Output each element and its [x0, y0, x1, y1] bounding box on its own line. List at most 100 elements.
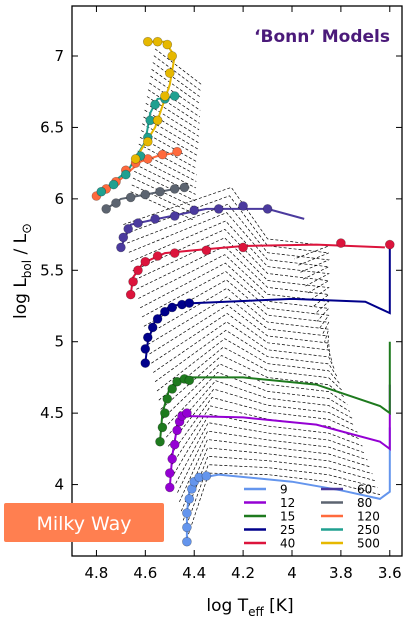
y-axis-title-main: log L — [11, 278, 31, 319]
legend-label-9: 9 — [280, 483, 288, 497]
legend-label-120: 120 — [357, 510, 380, 524]
point-60-0 — [116, 242, 126, 253]
legend-label-15: 15 — [280, 510, 295, 524]
y-tick-label-2: 5 — [54, 333, 64, 351]
point-80-2 — [125, 192, 136, 203]
chart-title: ‘Bonn’ Models — [254, 27, 390, 47]
point-40-9 — [384, 239, 395, 250]
model-track-15 — [158, 346, 343, 401]
svg-text:log Lbol / L⊙: log Lbol / L⊙ — [11, 223, 35, 319]
track-40 — [129, 243, 385, 295]
x-tick-label-3: 4.2 — [231, 564, 255, 582]
model-track-27 — [136, 245, 330, 308]
model-track-22 — [145, 287, 330, 343]
x-axis-title-main: log T — [206, 596, 248, 616]
legend-label-25: 25 — [280, 523, 295, 537]
track-15 — [159, 341, 391, 442]
y-axis-title-sub: bol — [20, 260, 34, 278]
point-25-3 — [147, 322, 158, 333]
point-25-5 — [160, 306, 170, 317]
point-40-2 — [133, 265, 143, 276]
point-12-7 — [182, 408, 192, 418]
model-track-13 — [162, 363, 348, 419]
point-500-4 — [165, 68, 175, 78]
point-250-8 — [169, 91, 180, 101]
model-track-26 — [138, 254, 330, 315]
point-9-7 — [201, 471, 212, 481]
upper-track-15 — [147, 89, 200, 124]
x-axis-title-sub: eff — [248, 605, 264, 618]
point-120-6 — [157, 149, 168, 160]
legend-label-40: 40 — [280, 537, 295, 551]
point-500-5 — [167, 51, 177, 61]
legend-label-500: 500 — [357, 537, 380, 551]
point-500-2 — [152, 115, 163, 126]
point-60-9 — [262, 204, 273, 214]
model-track-12 — [164, 371, 350, 429]
y-axis-title-tail: / L — [11, 233, 31, 260]
y-axis-title: log Lbol / L⊙ — [11, 223, 35, 319]
track-60 — [119, 207, 305, 248]
tick-layer: 4.8 4.6 4.4 4.2 4 3.8 3.6 4 4.5 5 5.5 6 6.5 7 — [40, 6, 402, 582]
point-60-4 — [150, 214, 160, 224]
dot-layer — [91, 36, 395, 547]
upper-track-12 — [144, 109, 199, 143]
y-tick-label-3: 5.5 — [40, 261, 64, 279]
upper-track-7 — [138, 143, 197, 176]
point-80-3 — [140, 189, 151, 200]
point-60-3 — [133, 218, 143, 228]
point-500-7 — [152, 36, 163, 47]
region-badge-label: Milky Way — [36, 513, 131, 535]
svg-text:log Teff [K]: log Teff [K] — [206, 596, 293, 618]
model-track-3 — [180, 447, 373, 512]
point-12-4 — [172, 425, 182, 436]
x-axis-title-tail: [K] — [264, 596, 294, 616]
plot-frame — [71, 5, 403, 557]
point-25-2 — [143, 332, 153, 343]
point-250-6 — [150, 99, 160, 110]
point-250-2 — [121, 169, 131, 180]
legend-label-12: 12 — [280, 496, 295, 510]
point-40-3 — [140, 256, 151, 267]
x-axis-title: log Teff [K] — [206, 596, 293, 618]
model-track-10 — [167, 388, 355, 447]
y-tick-label-1: 4.5 — [40, 404, 64, 422]
y-tick-label-4: 6 — [54, 190, 64, 208]
point-40-5 — [169, 248, 180, 258]
point-15-4 — [167, 384, 177, 394]
model-track-30 — [130, 220, 330, 287]
point-40-8 — [336, 238, 346, 248]
upper-track-3 — [134, 170, 196, 202]
point-12-0 — [165, 482, 175, 493]
point-40-6 — [201, 245, 212, 256]
track-layer — [95, 40, 391, 542]
model-track-6 — [175, 422, 366, 484]
model-track-11 — [166, 380, 353, 438]
model-track-24 — [141, 271, 330, 329]
model-track-31 — [128, 212, 330, 281]
point-15-3 — [162, 394, 173, 404]
point-500-1 — [143, 136, 153, 147]
point-120-7 — [172, 146, 182, 157]
region-badge: Milky Way — [4, 503, 164, 542]
point-500-0 — [130, 154, 141, 164]
point-25-6 — [167, 302, 177, 313]
point-12-3 — [169, 439, 180, 450]
point-9-0 — [182, 536, 192, 547]
x-tick-label-2: 4.4 — [182, 564, 206, 582]
point-80-6 — [179, 182, 190, 193]
legend-label-80: 80 — [357, 496, 372, 510]
model-track-32 — [126, 203, 331, 274]
point-80-0 — [101, 204, 111, 214]
region-badge-box — [4, 503, 164, 542]
point-60-5 — [169, 211, 180, 221]
point-25-1 — [140, 344, 151, 354]
model-track-5 — [177, 430, 368, 493]
point-40-1 — [128, 276, 138, 287]
model-track-25 — [140, 262, 330, 322]
upper-track-20 — [153, 55, 202, 92]
model-track-28 — [134, 237, 330, 301]
point-80-5 — [169, 184, 180, 194]
point-40-7 — [238, 242, 248, 253]
